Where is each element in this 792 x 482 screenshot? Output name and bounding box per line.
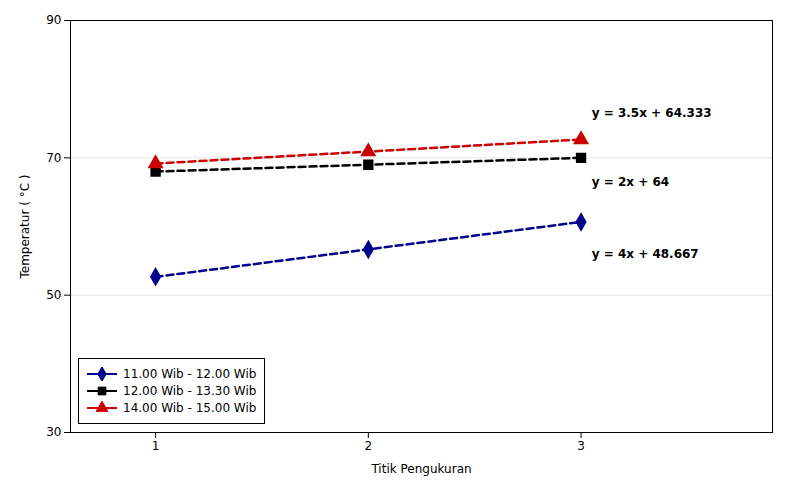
svg-text:50: 50 [46, 288, 61, 302]
html-text:12.00 Wib - 13.30 Wib: 12.00 Wib - 13.30 Wib [123, 384, 257, 398]
svg-text:1: 1 [152, 439, 160, 453]
html-text:11.00 Wib - 12.00 Wib: 11.00 Wib - 12.00 Wib [123, 367, 257, 381]
svg-text:30: 30 [46, 425, 61, 439]
svg-text:Temperatur ( °C ): Temperatur ( °C ) [18, 174, 32, 279]
svg-text:70: 70 [46, 151, 61, 165]
svg-text:90: 90 [46, 13, 61, 27]
svg-text:3: 3 [577, 439, 585, 453]
svg-text:y = 4x + 48.667: y = 4x + 48.667 [592, 247, 699, 261]
svg-text:y = 2x + 64: y = 2x + 64 [592, 175, 669, 189]
svg-text:Titik Pengukuran: Titik Pengukuran [370, 462, 471, 476]
svg-text:2: 2 [364, 439, 372, 453]
html-text:14.00 Wib - 15.00 Wib: 14.00 Wib - 15.00 Wib [123, 401, 257, 415]
svg-text:y = 3.5x + 64.333: y = 3.5x + 64.333 [592, 106, 712, 120]
